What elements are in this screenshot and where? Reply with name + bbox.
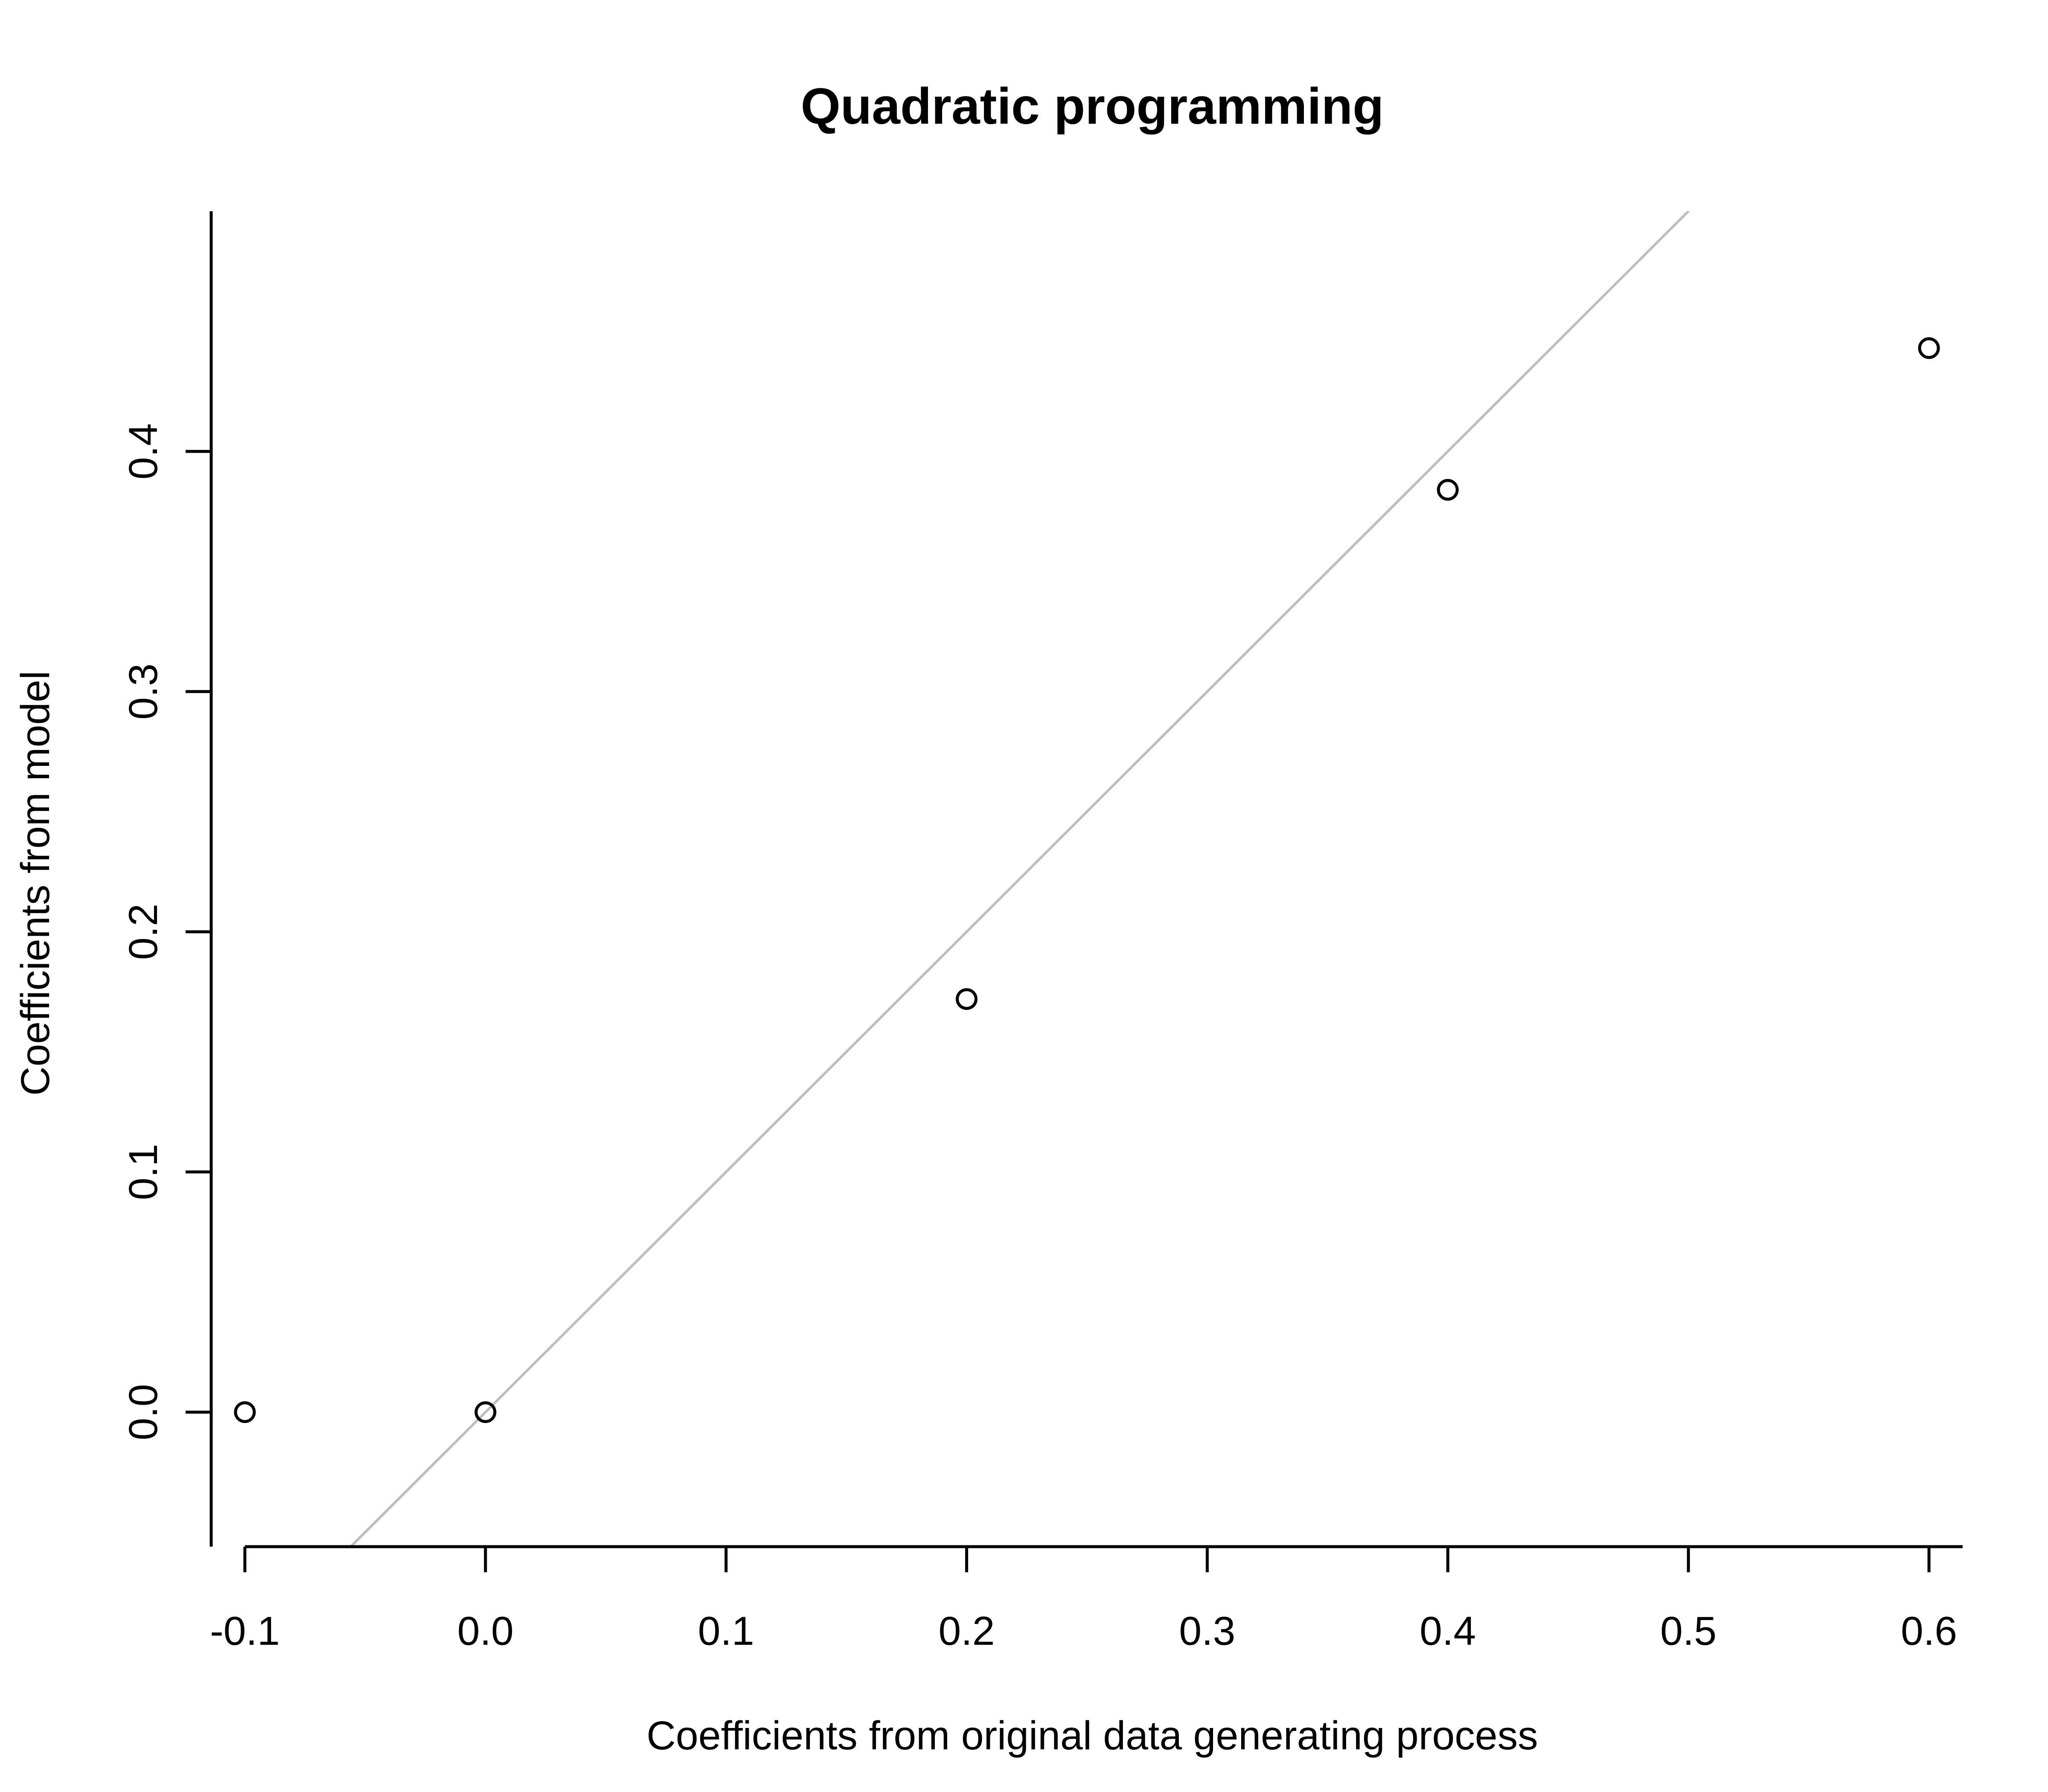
x-tick-label: 0.5	[1660, 1609, 1716, 1654]
x-tick-label: 0.2	[939, 1609, 995, 1654]
x-tick-label: 0.3	[1179, 1609, 1235, 1654]
y-tick-label: 0.3	[121, 663, 166, 720]
x-tick-label: 0.6	[1901, 1609, 1957, 1654]
data-point-1	[234, 1401, 256, 1423]
x-axis-label: Coefficients from original data generati…	[646, 1713, 1538, 1758]
y-axis: 0.0 0.1 0.2 0.3 0.4	[121, 211, 213, 1547]
y-tick-label: 0.1	[121, 1144, 166, 1200]
x-axis: -0.1 0.0 0.1 0.2 0.3 0.4 0.5 0.6	[210, 1545, 1963, 1654]
data-point-3	[956, 988, 978, 1010]
data-point-4	[1437, 479, 1459, 501]
y-tick-label: 0.2	[121, 904, 166, 960]
y-tick-label: 0.4	[121, 423, 166, 480]
chart-title: Quadratic programming	[801, 78, 1384, 135]
data-point-5	[1918, 337, 1940, 359]
y-axis-label: Coefficients from model	[13, 671, 58, 1096]
data-point-2	[474, 1401, 497, 1423]
x-tick-label: 0.4	[1420, 1609, 1476, 1654]
x-tick-label: -0.1	[210, 1609, 280, 1654]
x-tick-label: 0.0	[457, 1609, 514, 1654]
plot-area	[234, 211, 1940, 1547]
y-tick-label: 0.0	[121, 1384, 166, 1440]
x-tick-label: 0.1	[698, 1609, 754, 1654]
reference-line	[349, 211, 1690, 1547]
